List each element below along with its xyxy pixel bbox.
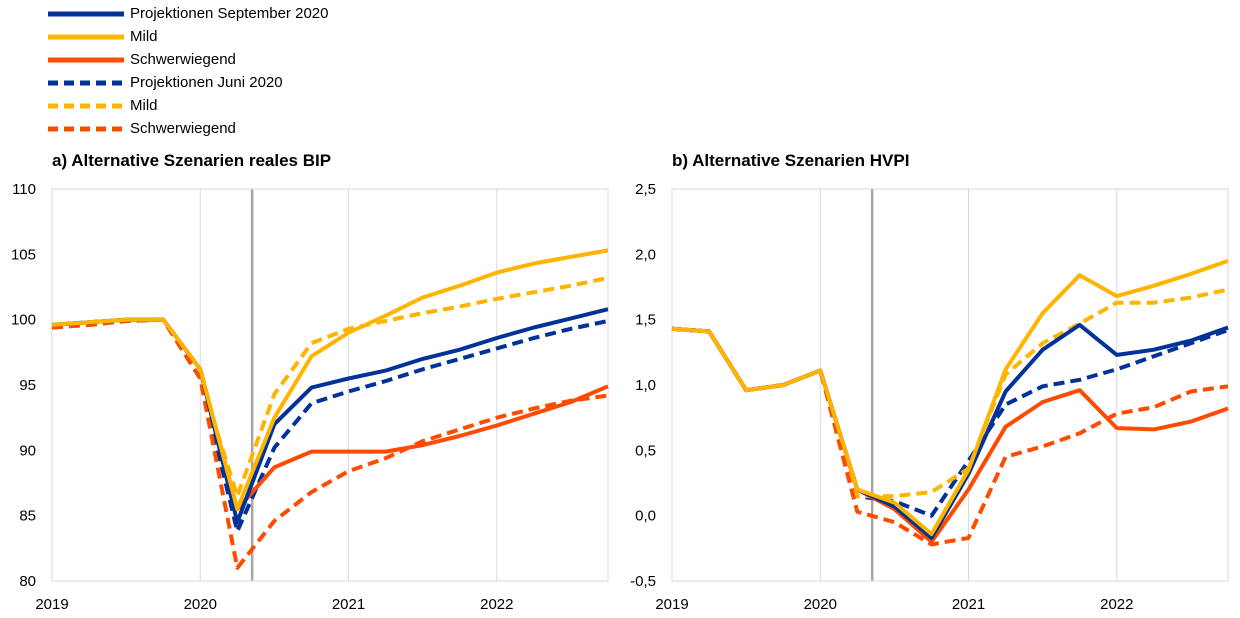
legend-label: Schwerwiegend <box>130 119 236 137</box>
legend-item: Projektionen Juni 2020 <box>46 71 328 94</box>
plot-frame <box>51 188 609 582</box>
chart-a-title: a) Alternative Szenarien reales BIP <box>52 151 332 170</box>
y-tick-label: 100 <box>11 312 36 329</box>
legend-item: Schwerwiegend <box>46 117 328 140</box>
legend-label: Mild <box>130 96 158 114</box>
y-tick-label: 80 <box>19 573 36 590</box>
y-tick-label: 105 <box>11 246 36 263</box>
series-line-solid-1 <box>671 259 1229 536</box>
y-tick-label: 2,5 <box>635 181 656 198</box>
chart-legend: Projektionen September 2020 Mild Schwerwie… <box>46 2 328 140</box>
y-tick-label: -0,5 <box>630 573 656 590</box>
x-tick-label: 2020 <box>804 596 837 613</box>
legend-label: Mild <box>130 27 158 45</box>
plot-frame <box>671 188 1229 582</box>
legend-label: Schwerwiegend <box>130 50 236 68</box>
y-tick-label: 1,0 <box>635 377 656 394</box>
x-tick-label: 2022 <box>1100 596 1133 613</box>
y-tick-label: 0,5 <box>635 442 656 459</box>
legend-item: Mild <box>46 94 328 117</box>
x-tick-label: 2021 <box>332 596 365 613</box>
legend-item: Mild <box>46 25 328 48</box>
series-line-dashed-3 <box>51 317 609 534</box>
legend-line-swatch <box>48 34 124 39</box>
legend-line-swatch <box>48 11 124 16</box>
legend-line-swatch <box>48 126 124 131</box>
series-line-dashed-4 <box>671 287 1229 499</box>
series-line-solid-1 <box>51 248 609 512</box>
legend-label: Projektionen September 2020 <box>130 4 329 22</box>
y-tick-label: 90 <box>19 442 36 459</box>
y-tick-label: 1,5 <box>635 312 656 329</box>
x-tick-label: 2020 <box>184 596 217 613</box>
legend-line-swatch <box>48 57 124 62</box>
y-tick-label: 110 <box>12 181 36 198</box>
series-line-dashed-4 <box>51 275 609 499</box>
series-line-dashed-3 <box>671 326 1229 518</box>
y-tick-label: 95 <box>19 377 36 394</box>
x-tick-label: 2019 <box>35 596 68 613</box>
chart-b-plot: -0,5 0,0 0,5 1,0 1,5 2,0 2,5 2019 2020 2021 2022 <box>630 181 1229 613</box>
legend-item: Schwerwiegend <box>46 48 328 71</box>
y-tick-label: 2,0 <box>635 246 656 263</box>
legend-line-swatch <box>48 80 124 85</box>
x-tick-label: 2021 <box>952 596 985 613</box>
legend-line-swatch <box>48 103 124 108</box>
legend-label: Projektionen Juni 2020 <box>130 73 283 91</box>
x-tick-label: 2022 <box>480 596 513 613</box>
chart-a-plot: 80 85 90 95 100 105 110 2019 2020 2021 2022 <box>11 181 609 613</box>
y-tick-label: 85 <box>19 508 36 525</box>
chart-b-title: b) Alternative Szenarien HVPI <box>672 151 910 170</box>
x-tick-label: 2019 <box>655 596 688 613</box>
legend-item: Projektionen September 2020 <box>46 2 328 25</box>
series-line-dashed-5 <box>51 317 609 570</box>
y-tick-label: 0,0 <box>635 508 656 525</box>
